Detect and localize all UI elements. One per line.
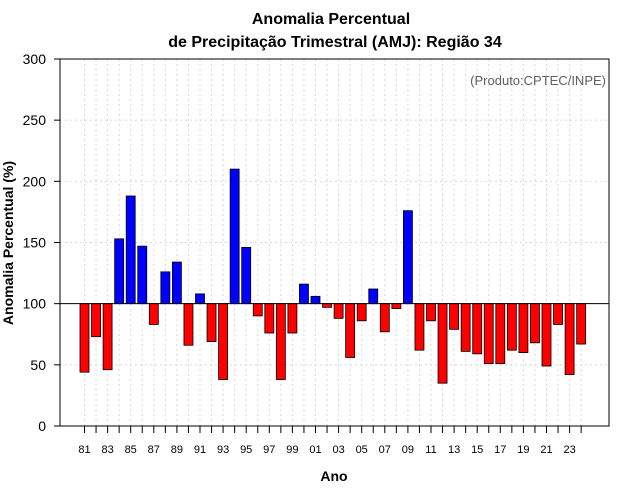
bar-22 bbox=[553, 303, 563, 325]
bar-95 bbox=[241, 246, 252, 305]
bar-83 bbox=[102, 303, 113, 371]
bar-14 bbox=[460, 303, 471, 352]
x-tick-label: 95 bbox=[240, 444, 252, 456]
x-axis-label: Ano bbox=[320, 468, 347, 484]
bar-84 bbox=[114, 238, 125, 305]
x-tick-label: 13 bbox=[448, 444, 460, 456]
bar-93 bbox=[218, 303, 229, 380]
x-tick-label: 87 bbox=[148, 444, 160, 456]
y-tick-label: 200 bbox=[23, 173, 47, 189]
y-tick-label: 50 bbox=[30, 357, 46, 373]
y-axis: 0 50 100 150 200 250 300 bbox=[23, 51, 60, 434]
x-tick-label: 23 bbox=[563, 444, 575, 456]
bar-99 bbox=[287, 303, 298, 334]
bar-92 bbox=[206, 303, 217, 342]
x-tick-label: 03 bbox=[332, 444, 344, 456]
bar-07 bbox=[379, 303, 390, 333]
x-tick-label: 17 bbox=[494, 444, 506, 456]
y-tick-label: 100 bbox=[23, 296, 47, 312]
bar-86 bbox=[137, 245, 148, 305]
bar-23 bbox=[564, 303, 575, 376]
bar-11 bbox=[426, 303, 436, 322]
bar-94 bbox=[229, 168, 240, 305]
bar-24 bbox=[576, 303, 587, 345]
bar-04 bbox=[345, 303, 356, 358]
x-tick-label: 01 bbox=[309, 444, 321, 456]
bar-82 bbox=[91, 303, 101, 338]
x-tick-label: 85 bbox=[125, 444, 137, 456]
bar-02 bbox=[322, 303, 332, 308]
bar-18 bbox=[506, 303, 517, 351]
bar-89 bbox=[171, 261, 182, 305]
x-tick-label: 21 bbox=[540, 444, 552, 456]
x-tick-label: 81 bbox=[78, 444, 90, 456]
x-tick-label: 89 bbox=[171, 444, 183, 456]
y-axis-label: Anomalia Percentual (%) bbox=[0, 161, 16, 325]
bar-88 bbox=[160, 271, 171, 305]
bar-21 bbox=[541, 303, 552, 367]
bar-08 bbox=[391, 303, 402, 309]
bar-13 bbox=[449, 303, 460, 330]
x-axis: 81 83 85 87 89 91 93 95 97 99 01 03 05 07 09 11 13 15 17 19… bbox=[78, 426, 582, 456]
bar-16 bbox=[483, 303, 494, 365]
grid-lines bbox=[60, 58, 609, 427]
chart-title-line1: Anomalia Percentual bbox=[252, 11, 410, 28]
bar-10 bbox=[414, 303, 425, 351]
x-tick-label: 07 bbox=[379, 444, 391, 456]
bar-05 bbox=[356, 303, 367, 322]
bar-03 bbox=[333, 303, 344, 319]
chart-title-line2: de Precipitação Trimestral (AMJ): Região… bbox=[168, 34, 502, 51]
bar-01 bbox=[310, 295, 321, 305]
y-tick-label: 250 bbox=[23, 112, 47, 128]
x-tick-label: 05 bbox=[356, 444, 368, 456]
bar-97 bbox=[264, 303, 275, 334]
y-tick-label: 0 bbox=[38, 418, 46, 434]
x-tick-label: 09 bbox=[402, 444, 414, 456]
bar-09 bbox=[402, 210, 413, 305]
x-tick-label: 11 bbox=[425, 444, 436, 456]
bar-91 bbox=[195, 293, 205, 305]
bar-00 bbox=[299, 283, 309, 305]
bar-12 bbox=[437, 303, 448, 384]
x-tick-label: 19 bbox=[517, 444, 529, 456]
bars-group bbox=[79, 168, 587, 384]
bar-87 bbox=[148, 303, 159, 325]
bar-81 bbox=[79, 303, 90, 373]
y-tick-label: 300 bbox=[23, 51, 47, 67]
bar-15 bbox=[472, 303, 483, 355]
x-tick-label: 91 bbox=[194, 444, 206, 456]
bar-20 bbox=[530, 303, 540, 344]
source-annotation: (Produto:CPTEC/INPE) bbox=[470, 73, 606, 88]
bar-19 bbox=[518, 303, 529, 354]
x-tick-label: 15 bbox=[471, 444, 483, 456]
y-tick-label: 150 bbox=[23, 235, 47, 251]
bar-98 bbox=[275, 303, 286, 380]
x-tick-label: 99 bbox=[286, 444, 298, 456]
x-tick-label: 83 bbox=[101, 444, 113, 456]
bar-96 bbox=[252, 303, 263, 317]
bar-85 bbox=[125, 195, 136, 305]
bar-06 bbox=[368, 288, 379, 305]
x-tick-label: 93 bbox=[217, 444, 229, 456]
bar-90 bbox=[183, 303, 194, 346]
bar-17 bbox=[495, 303, 506, 365]
x-tick-label: 97 bbox=[263, 444, 275, 456]
